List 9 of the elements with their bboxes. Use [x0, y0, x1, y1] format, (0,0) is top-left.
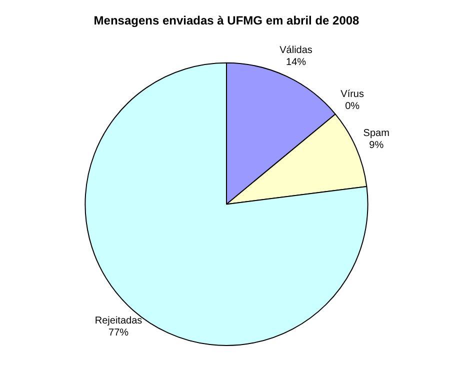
slice-label: Válidas — [280, 45, 312, 56]
text: 0% — [345, 100, 360, 112]
chart-title: Mensagens enviadas à UFMG em abril de 2008 — [94, 14, 360, 28]
slice-label: Spam — [363, 128, 390, 140]
data-label: 9% — [369, 140, 384, 152]
data-label: 77% — [108, 327, 129, 338]
slice-label: Rejeitadas — [94, 315, 142, 326]
data-label: 14% — [286, 57, 306, 68]
category-label: Vírus — [340, 88, 364, 100]
